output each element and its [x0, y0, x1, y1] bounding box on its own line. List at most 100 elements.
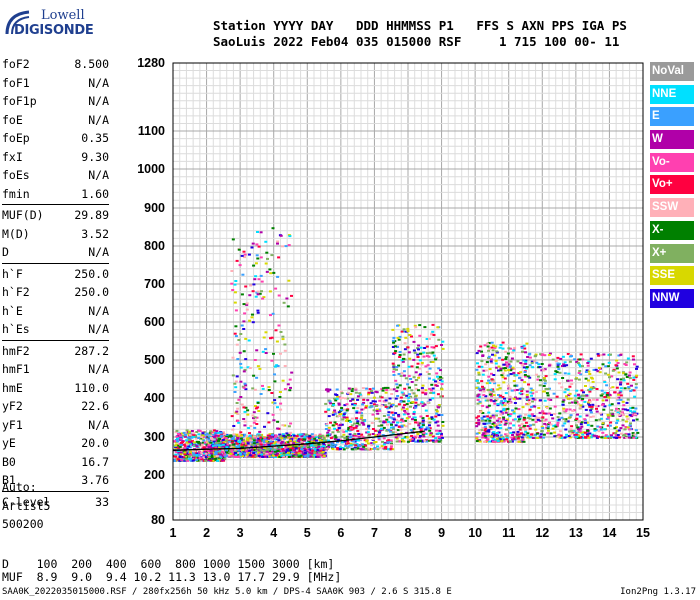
echo-point [520, 346, 524, 349]
echo-point [546, 427, 550, 430]
echo-point [211, 442, 215, 445]
echo-point [417, 376, 421, 379]
echo-point [599, 428, 603, 431]
echo-point [519, 432, 523, 435]
echo-point [407, 374, 411, 377]
echo-point [434, 437, 438, 440]
echo-point [295, 451, 299, 454]
echo-point [631, 411, 635, 414]
echo-point [592, 368, 596, 371]
echo-point [252, 439, 256, 442]
echo-point [318, 444, 322, 447]
echo-point [240, 254, 244, 257]
echo-point [565, 408, 569, 411]
echo-point [329, 445, 333, 448]
echo-point [623, 363, 627, 365]
echo-point [294, 447, 298, 450]
echo-point [185, 429, 189, 432]
echo-point [256, 311, 260, 314]
echo-point [417, 389, 420, 392]
file-footer: SAA0K_2022035015000.RSF / 280fx256h 50 k… [2, 587, 452, 597]
echo-point [238, 264, 242, 267]
echo-point [492, 431, 496, 434]
echo-point [619, 390, 623, 393]
echo-point [335, 397, 339, 400]
echo-point [588, 399, 592, 402]
echo-point [527, 383, 530, 386]
echo-point [258, 292, 262, 295]
echo-point [231, 374, 235, 377]
echo-point [239, 396, 243, 398]
echo-point [593, 428, 597, 431]
echo-point [231, 289, 235, 291]
echo-point [279, 435, 283, 438]
echo-point [607, 436, 611, 439]
echo-point [489, 399, 493, 401]
echo-point [434, 358, 438, 361]
echo-point [327, 433, 331, 436]
echo-point [378, 399, 382, 402]
echo-point [216, 459, 220, 462]
echo-point [540, 425, 544, 428]
echo-point [477, 393, 481, 396]
echo-point [509, 422, 512, 425]
echo-point [593, 429, 597, 432]
echo-point [332, 445, 336, 448]
echo-point [182, 459, 186, 462]
echo-point [633, 410, 636, 413]
echo-point [574, 401, 578, 404]
echo-point [391, 362, 395, 365]
echo-point [359, 448, 363, 451]
echo-point [579, 404, 583, 407]
echo-point [271, 441, 274, 444]
echo-point [261, 387, 265, 390]
echo-point [561, 400, 565, 403]
echo-point [535, 432, 539, 435]
echo-point [616, 434, 620, 436]
echo-point [185, 443, 189, 446]
echo-point [609, 437, 613, 439]
x-tick-label: 10 [468, 526, 482, 540]
echo-point [269, 452, 273, 454]
echo-point [617, 371, 621, 374]
echo-point [437, 381, 441, 384]
echo-point [623, 387, 627, 390]
echo-point [218, 451, 222, 454]
echo-point [613, 427, 617, 430]
echo-point [431, 397, 435, 400]
echo-point [568, 392, 572, 395]
echo-point [563, 372, 567, 375]
echo-point [588, 400, 592, 403]
echo-point [257, 278, 261, 281]
echo-point [287, 436, 291, 439]
param-name: yF1 [2, 417, 23, 432]
echo-point [576, 426, 580, 429]
echo-point [190, 430, 194, 432]
echo-point [372, 396, 376, 399]
echo-point [441, 424, 445, 427]
echo-point [598, 366, 601, 369]
echo-point [486, 345, 490, 348]
echo-point [175, 439, 179, 441]
echo-point [409, 395, 413, 398]
echo-point [522, 433, 526, 436]
echo-point [255, 254, 259, 257]
echo-point [484, 427, 488, 430]
echo-point [389, 422, 393, 425]
echo-point [295, 444, 299, 447]
echo-point [273, 450, 277, 453]
echo-point [416, 356, 420, 358]
echo-point [367, 393, 370, 396]
echo-point [424, 389, 428, 392]
echo-point [324, 434, 328, 437]
echo-point [583, 418, 587, 421]
echo-point [588, 405, 592, 408]
echo-point [174, 444, 178, 447]
echo-point [263, 425, 266, 428]
echo-point [487, 357, 491, 359]
echo-point [176, 458, 180, 461]
echo-point [244, 444, 248, 447]
echo-point [277, 294, 281, 297]
echo-point [379, 395, 382, 398]
echo-point [252, 283, 256, 286]
